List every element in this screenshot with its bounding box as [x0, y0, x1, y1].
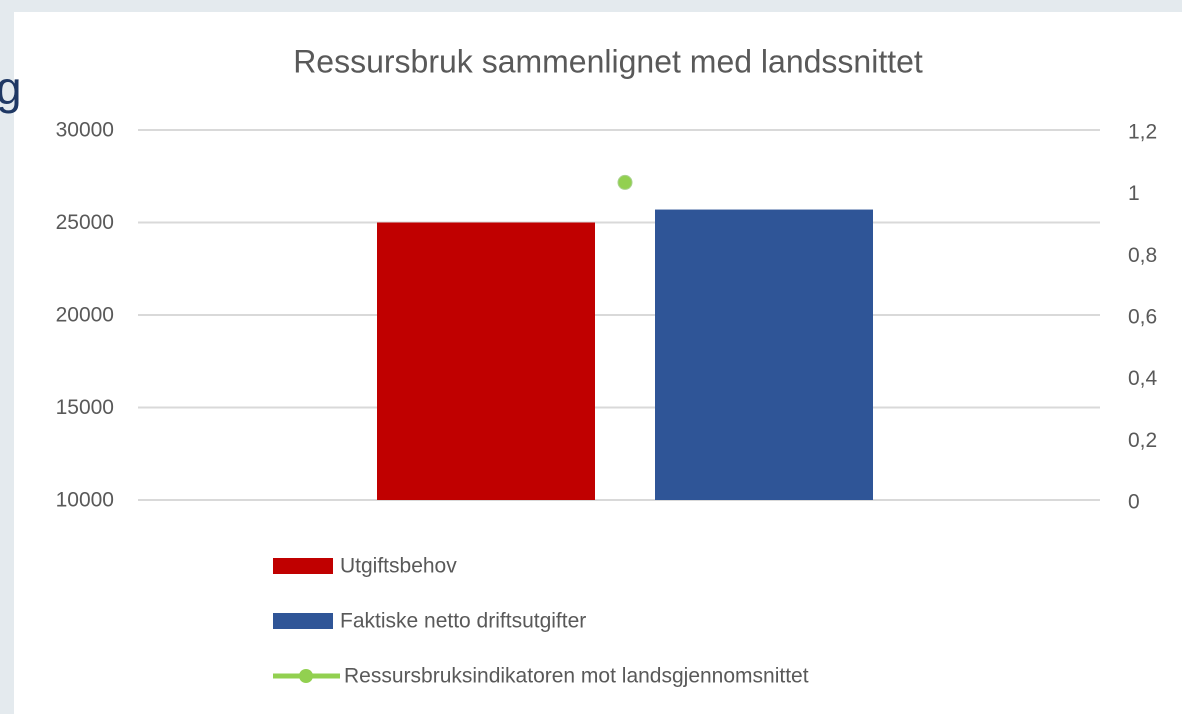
y2-tick-label: 1	[1128, 182, 1140, 205]
legend-swatch	[273, 613, 333, 629]
legend-label: Ressursbruksindikatoren mot landsgjennom…	[344, 665, 809, 688]
legend-label: Faktiske netto driftsutgifter	[340, 610, 586, 633]
y-tick-label: 30000	[56, 119, 114, 142]
y2-tick-label: 0,2	[1128, 429, 1157, 452]
line-marker	[617, 174, 633, 190]
y2-tick-label: 0,6	[1128, 306, 1157, 329]
y-tick-label: 10000	[56, 489, 114, 512]
bar	[655, 209, 873, 501]
chart-panel	[14, 12, 1182, 714]
y-tick-label: 20000	[56, 304, 114, 327]
y2-tick-label: 0,8	[1128, 244, 1157, 267]
bar	[377, 222, 595, 500]
legend-label: Utgiftsbehov	[340, 555, 457, 578]
y-tick-label: 15000	[56, 396, 114, 419]
legend-marker	[299, 669, 313, 683]
cropped-text: g	[0, 62, 22, 114]
y2-tick-label: 0,4	[1128, 367, 1158, 390]
chart-title: Ressursbruk sammenlignet med landssnitte…	[293, 43, 923, 79]
y-tick-label: 25000	[56, 211, 114, 234]
y2-tick-label: 1,2	[1128, 121, 1157, 144]
legend-swatch	[273, 558, 333, 574]
y2-tick-label: 0	[1128, 491, 1140, 514]
